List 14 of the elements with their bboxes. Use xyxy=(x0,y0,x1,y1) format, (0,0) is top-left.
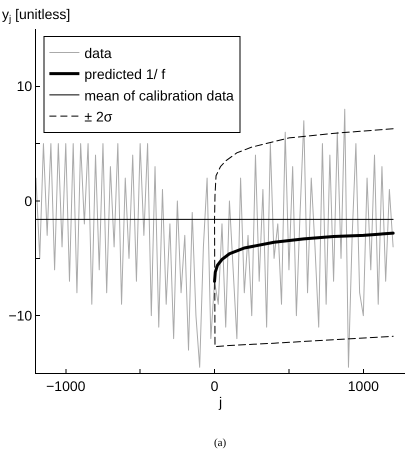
y-tick-label: 10 xyxy=(16,78,32,94)
x-axis-title: j xyxy=(218,394,222,410)
y-tick-label: 0 xyxy=(24,192,32,209)
y-tick-label: −10 xyxy=(8,308,32,324)
line-series xyxy=(36,108,394,368)
legend-label: ± 2σ xyxy=(84,108,113,125)
x-tick-label: 0 xyxy=(210,378,219,394)
y-axis-title: y$_{j}$ [unitless] xyxy=(2,6,70,25)
x-tick-label: 1000 xyxy=(348,378,380,394)
text: (a) xyxy=(214,437,227,449)
x-tick-label: −1000 xyxy=(46,378,86,394)
legend-label: mean of calibration data xyxy=(84,87,234,104)
legend-label: predicted 1/ f xyxy=(84,66,166,82)
legend-label: data xyxy=(84,44,112,61)
